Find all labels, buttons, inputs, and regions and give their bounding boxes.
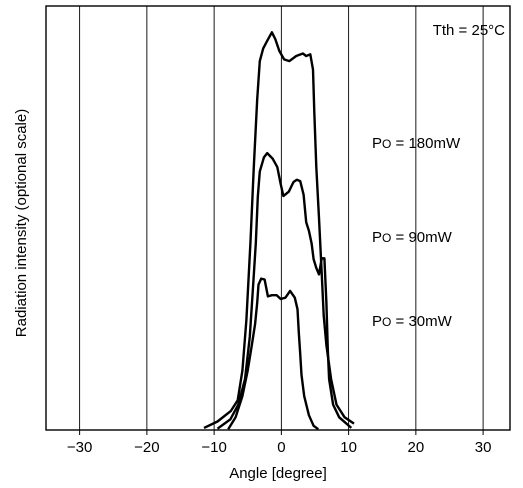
x-tick-label: −20 [134,439,159,456]
series-label-90mw: PO = 90mW [372,229,453,246]
series-label-180mw: PO = 180mW [372,135,461,152]
grid-lines [79,6,484,430]
x-tick-label: 30 [475,439,492,456]
x-axis-title: Angle [degree] [229,465,327,482]
plot-frame [45,5,511,431]
x-axis-ticks: −30 −20 −10 0 10 20 30 [67,430,492,456]
series-label-subscript: O [382,315,391,329]
temperature-annotation: Tth = 25°C [433,22,505,39]
series-label-prefix: P [372,313,382,330]
series-labels: PO = 180mW PO = 90mW PO = 30mW [372,135,461,330]
x-tick-label: −30 [67,439,92,456]
x-tick-label: −10 [201,439,226,456]
series-lines [203,31,355,431]
x-tick-label: 10 [340,439,357,456]
series-label-value: = 30mW [391,313,452,330]
series-label-prefix: P [372,135,382,152]
series-label-30mw: PO = 30mW [372,313,453,330]
series-line-0 [203,31,355,429]
series-label-value: = 180mW [391,135,461,152]
series-label-prefix: P [372,229,382,246]
y-axis-title: Radiation intensity (optional scale) [13,109,30,337]
x-tick-label: 20 [408,439,425,456]
series-line-1 [216,151,353,430]
x-tick-label: 0 [277,439,285,456]
series-line-2 [227,277,320,431]
series-label-subscript: O [382,137,391,151]
series-label-value: = 90mW [391,229,452,246]
series-label-subscript: O [382,231,391,245]
